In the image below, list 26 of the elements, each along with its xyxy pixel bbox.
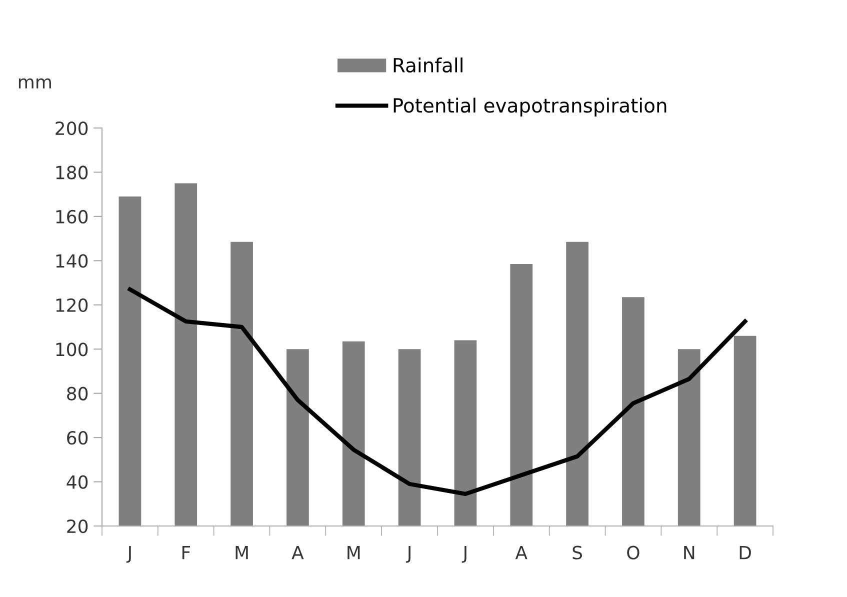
x-tick-label: J (406, 546, 410, 563)
y-tick-label: 100 (56, 342, 88, 356)
x-tick-label: J (462, 546, 466, 563)
y-tick-label: 80 (67, 386, 88, 400)
x-tick-label: A (292, 546, 304, 560)
x-tick-label: D (740, 546, 751, 560)
y-tick-label: 40 (66, 475, 88, 489)
y-tick-label: 20 (67, 519, 88, 534)
legend-label: Potential evapotranspiration (394, 98, 666, 117)
y-tick-label: 180 (56, 166, 88, 180)
legend-label: Rainfall (394, 58, 462, 73)
y-tick-label: 160 (56, 210, 88, 224)
x-tick-label: M (348, 546, 360, 560)
x-tick-label: F (182, 546, 190, 560)
x-tick-label: J (126, 546, 131, 563)
x-tick-label: N (684, 546, 694, 560)
x-tick-label: A (515, 546, 528, 560)
x-tick-label: S (572, 546, 582, 560)
y-axis-title: mm (18, 78, 51, 88)
y-tick-label: 120 (56, 298, 88, 312)
line-series (128, 287, 748, 496)
x-tick-label: M (236, 546, 248, 560)
y-tick-label: 200 (56, 121, 88, 136)
y-tick-label: 140 (56, 254, 88, 268)
y-tick-label: 60 (67, 431, 88, 445)
x-tick-label: O (627, 546, 640, 560)
